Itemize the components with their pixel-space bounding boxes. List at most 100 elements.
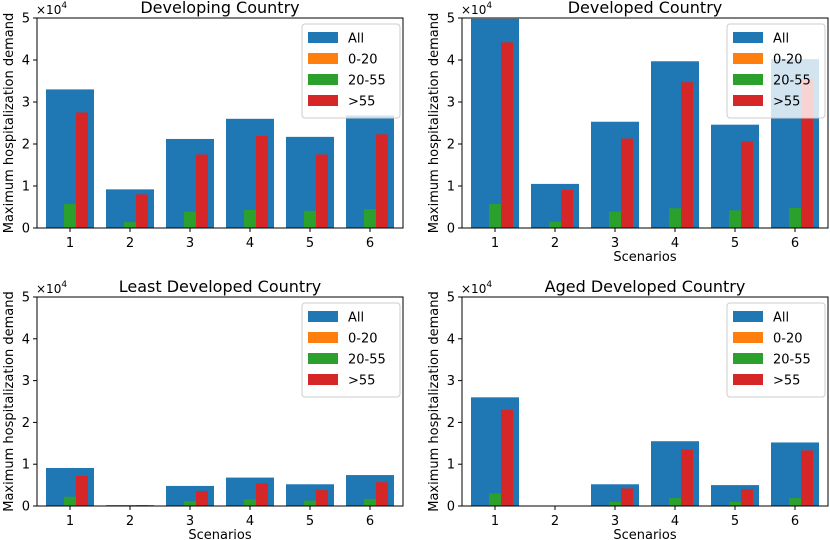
legend: All 0-20 20-55 >55	[726, 302, 826, 398]
y-tick-label: 1	[447, 180, 455, 195]
x-tick-label: 2	[551, 514, 559, 529]
chart-title: Developing Country	[140, 0, 299, 17]
bar-55-scenario-3	[621, 138, 633, 228]
legend-label: 20-55	[773, 353, 811, 368]
x-tick-label: 5	[731, 236, 739, 251]
bar-55-scenario-6	[376, 482, 388, 506]
y-tick-label: 4	[22, 54, 30, 69]
chart-panel-1: 0 1 2 3 4 5 1 2 3 4 5 6 Developing Country Maximum ho…	[2, 0, 404, 251]
legend-label: 20-55	[348, 74, 386, 89]
y-tick-label: 2	[22, 138, 30, 153]
x-tick-label: 4	[671, 514, 679, 529]
bar-55-scenario-4	[681, 82, 693, 228]
x-tick-label: 6	[366, 236, 374, 251]
x-tick-label: 4	[246, 514, 254, 529]
legend-box	[301, 302, 401, 398]
plot-frame	[36, 296, 404, 507]
bar-55-scenario-2	[136, 194, 148, 228]
y-axis-label: Maximum hospitalization demand	[427, 291, 442, 512]
legend-swatch-All	[308, 311, 338, 322]
chart-title: Aged Developed Country	[545, 277, 746, 296]
y-scale-multiplier: ×104	[36, 1, 67, 17]
y-axis-label: Maximum hospitalization demand	[2, 13, 17, 234]
legend-swatch-020	[733, 53, 763, 64]
bar-2055-scenario-5	[304, 210, 316, 228]
x-tick-label: 3	[611, 236, 619, 251]
y-tick-label: 4	[22, 332, 30, 347]
bar-2055-scenario-2	[549, 221, 561, 228]
bar-55-scenario-1	[76, 475, 88, 506]
bar-2055-scenario-3	[184, 500, 196, 506]
x-tick-label: 1	[491, 236, 499, 251]
y-tick-label: 2	[447, 138, 455, 153]
legend-label: 0-20	[348, 332, 378, 347]
legend-label: All	[348, 32, 364, 47]
y-tick-label: 4	[447, 332, 455, 347]
y-tick-label: 1	[447, 458, 455, 473]
bar-2055-scenario-5	[729, 210, 741, 228]
bar-55-scenario-4	[256, 483, 268, 506]
y-tick-label: 3	[22, 96, 30, 111]
legend-swatch-All	[733, 311, 763, 322]
x-tick-label: 5	[306, 236, 314, 251]
legend-swatch-All	[308, 32, 338, 43]
legend-box	[726, 302, 826, 398]
legend-swatch-2055	[308, 353, 338, 364]
legend-label: >55	[773, 374, 800, 389]
y-scale-multiplier: ×104	[461, 280, 492, 296]
chart-panel-4: 0 1 2 3 4 5 1 2 3 4 5 6 Aged Developed Country Scenar…	[427, 277, 829, 540]
x-axis-label: Scenarios	[188, 528, 252, 540]
chart-panel-3: 0 1 2 3 4 5 1 2 3 4 5 6 Least Developed Country Scena…	[2, 277, 404, 540]
legend-label: All	[773, 32, 789, 47]
bar-55-scenario-6	[801, 450, 813, 506]
x-tick-label: 1	[66, 514, 74, 529]
bar-2055-scenario-1	[489, 204, 501, 228]
x-tick-label: 6	[366, 514, 374, 529]
chart-title: Least Developed Country	[119, 277, 322, 296]
bar-2055-scenario-3	[609, 501, 621, 506]
x-axis-label: Scenarios	[613, 528, 677, 540]
y-scale-multiplier: ×104	[36, 280, 67, 296]
chart-title: Developed Country	[568, 0, 723, 17]
x-tick-label: 2	[551, 236, 559, 251]
legend: All 0-20 20-55 >55	[301, 23, 401, 119]
bar-2055-scenario-4	[244, 209, 256, 228]
bar-2055-scenario-5	[729, 501, 741, 506]
bar-2055-scenario-1	[64, 204, 76, 228]
y-scale-multiplier: ×104	[461, 1, 492, 17]
x-axis-label: Scenarios	[613, 250, 677, 265]
legend-swatch-55	[308, 374, 338, 385]
legend-swatch-2055	[733, 353, 763, 364]
legend-label: 0-20	[348, 53, 378, 68]
bar-55-scenario-5	[316, 154, 328, 228]
y-tick-label: 0	[447, 222, 455, 237]
y-axis-label: Maximum hospitalization demand	[427, 13, 442, 234]
bar-2055-scenario-1	[64, 496, 76, 506]
x-tick-label: 4	[671, 236, 679, 251]
bar-55-scenario-6	[376, 134, 388, 228]
bar-55-scenario-5	[316, 490, 328, 506]
legend-label: All	[348, 311, 364, 326]
plot-frame	[36, 17, 404, 229]
legend-swatch-55	[308, 95, 338, 106]
legend-label: 0-20	[773, 53, 803, 68]
x-tick-label: 1	[491, 514, 499, 529]
legend-label: 20-55	[348, 353, 386, 368]
x-tick-label: 3	[186, 514, 194, 529]
y-tick-label: 3	[447, 374, 455, 389]
x-tick-label: 5	[306, 514, 314, 529]
bar-2055-scenario-4	[244, 499, 256, 506]
bar-2055-scenario-4	[669, 498, 681, 506]
legend-swatch-55	[733, 374, 763, 385]
bar-2055-scenario-5	[304, 500, 316, 506]
y-tick-label: 4	[447, 54, 455, 69]
bar-55-scenario-2	[561, 189, 573, 228]
legend-swatch-2055	[308, 74, 338, 85]
x-tick-label: 6	[791, 514, 799, 529]
bar-55-scenario-3	[196, 154, 208, 228]
y-tick-label: 3	[447, 96, 455, 111]
y-tick-label: 0	[22, 500, 30, 515]
legend-label: 20-55	[773, 74, 811, 89]
x-tick-label: 1	[66, 236, 74, 251]
